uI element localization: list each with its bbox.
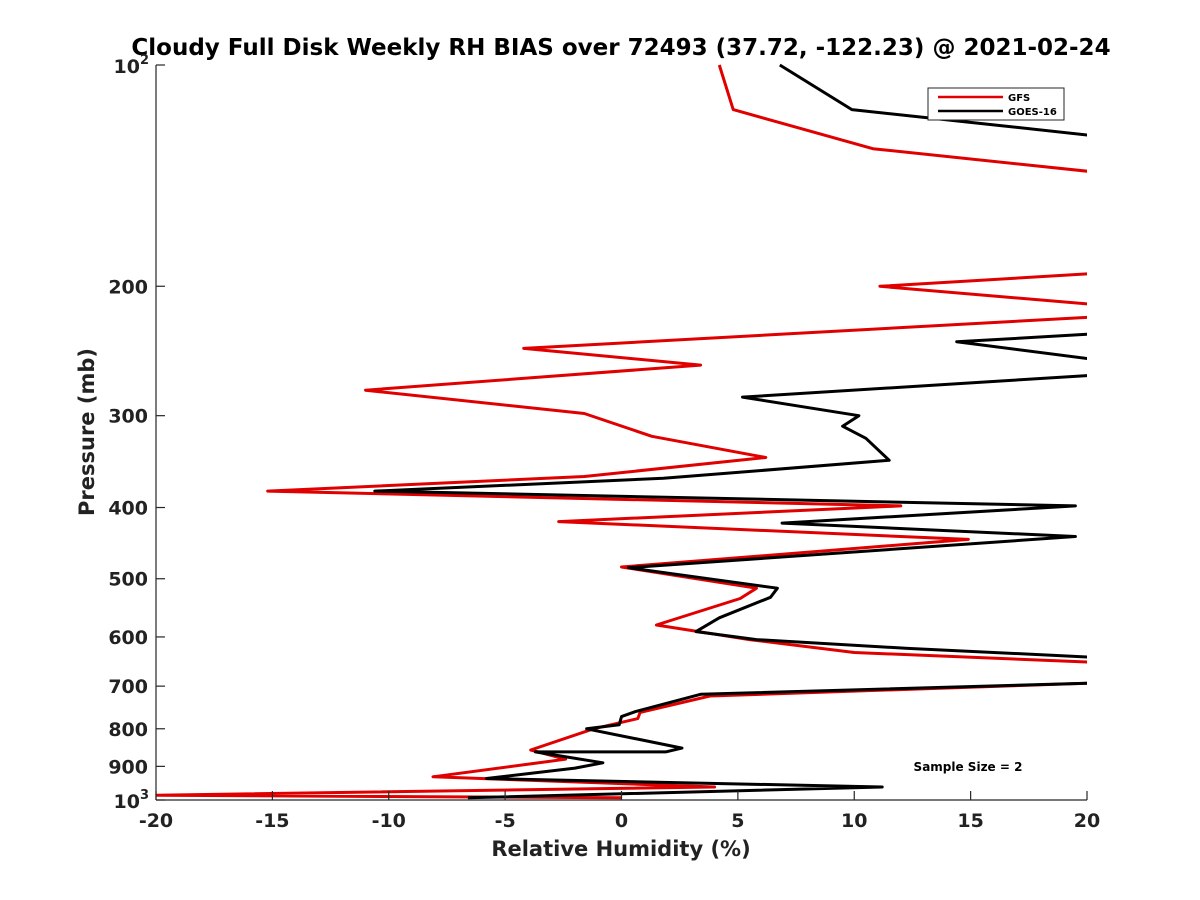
axes-layer xyxy=(155,65,1087,801)
y-tick-label: 600 xyxy=(108,627,148,649)
y-axis-label: Pressure (mb) xyxy=(75,348,99,516)
legend: GFS GOES-16 xyxy=(927,87,1065,121)
y-tick-label: 800 xyxy=(108,719,148,741)
series-line-goes16 xyxy=(373,63,1087,800)
y-tick-label: 400 xyxy=(108,498,148,520)
x-tick-label: -10 xyxy=(372,810,406,832)
y-tick-exponent: 3 xyxy=(140,788,149,803)
x-tick-label: 20 xyxy=(1074,810,1100,832)
x-tick-label: 15 xyxy=(957,810,983,832)
chart-title: Cloudy Full Disk Weekly RH BIAS over 724… xyxy=(131,35,1110,61)
series-layer xyxy=(156,63,1087,800)
y-tick-base: 10 xyxy=(114,56,140,78)
x-tick-label: -20 xyxy=(139,810,173,832)
sample-size-annotation: Sample Size = 2 xyxy=(914,760,1023,774)
y-tick-exponent: 2 xyxy=(140,53,149,68)
x-tick-label: 0 xyxy=(615,810,628,832)
x-tick-label: -5 xyxy=(495,810,516,832)
x-tick-label: -15 xyxy=(255,810,289,832)
x-tick-label: 5 xyxy=(731,810,744,832)
y-tick-label: 500 xyxy=(108,569,148,591)
y-tick-label: 200 xyxy=(108,276,148,298)
legend-label-gfs: GFS xyxy=(1008,93,1030,104)
x-tick-label: 10 xyxy=(841,810,867,832)
y-tick-label: 700 xyxy=(108,676,148,698)
y-tick-label: 102 xyxy=(114,53,150,78)
y-tick-base: 10 xyxy=(114,791,140,813)
legend-box xyxy=(927,87,1065,121)
x-axis-label: Relative Humidity (%) xyxy=(491,837,750,861)
legend-label-goes16: GOES-16 xyxy=(1008,107,1057,118)
x-ticks: -20 -15 -10 -5 0 5 10 15 20 xyxy=(139,791,1100,832)
y-tick-label: 900 xyxy=(108,756,148,778)
y-tick-label: 103 xyxy=(114,788,150,813)
y-tick-label: 300 xyxy=(108,406,148,428)
